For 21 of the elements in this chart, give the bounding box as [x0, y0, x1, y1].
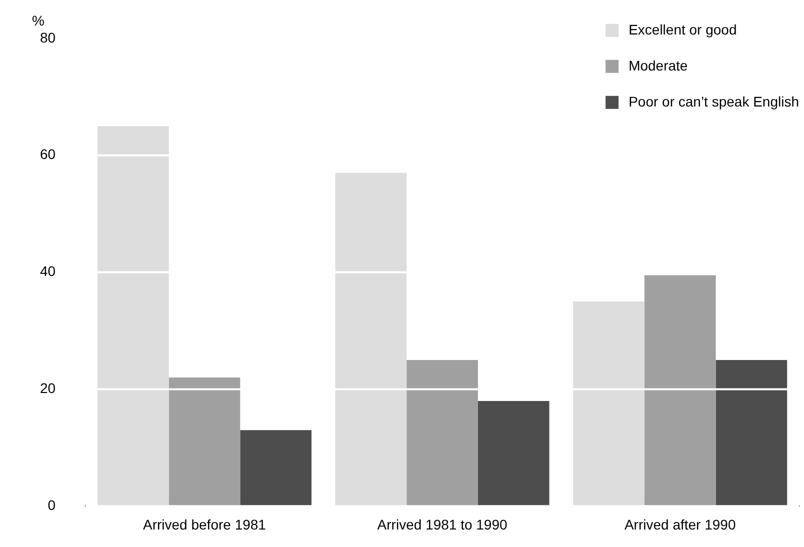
bar: [97, 126, 169, 506]
bar: [573, 302, 644, 506]
x-tick-label: Arrived before 1981: [142, 516, 266, 532]
legend-label: Poor or can’t speak English: [628, 93, 800, 110]
bar: [335, 172, 407, 506]
bar: [644, 275, 716, 506]
y-tick-label: 40: [40, 263, 56, 280]
bar: [406, 360, 478, 506]
y-tick-label: 0: [48, 497, 56, 514]
x-tick-label: Arrived 1981 to 1990: [377, 516, 508, 532]
legend-label: Excellent or good: [628, 21, 737, 38]
legend-label: Moderate: [628, 57, 688, 74]
bar: [716, 360, 788, 506]
x-tick-label: Arrived after 1990: [624, 516, 736, 532]
bar: [478, 400, 550, 506]
y-tick-label: 20: [40, 380, 56, 396]
y-axis-title: %: [32, 12, 44, 28]
bar: [168, 378, 240, 506]
y-tick-label: 80: [40, 29, 56, 46]
y-tick-label: 60: [40, 146, 56, 162]
bar: [240, 430, 312, 506]
